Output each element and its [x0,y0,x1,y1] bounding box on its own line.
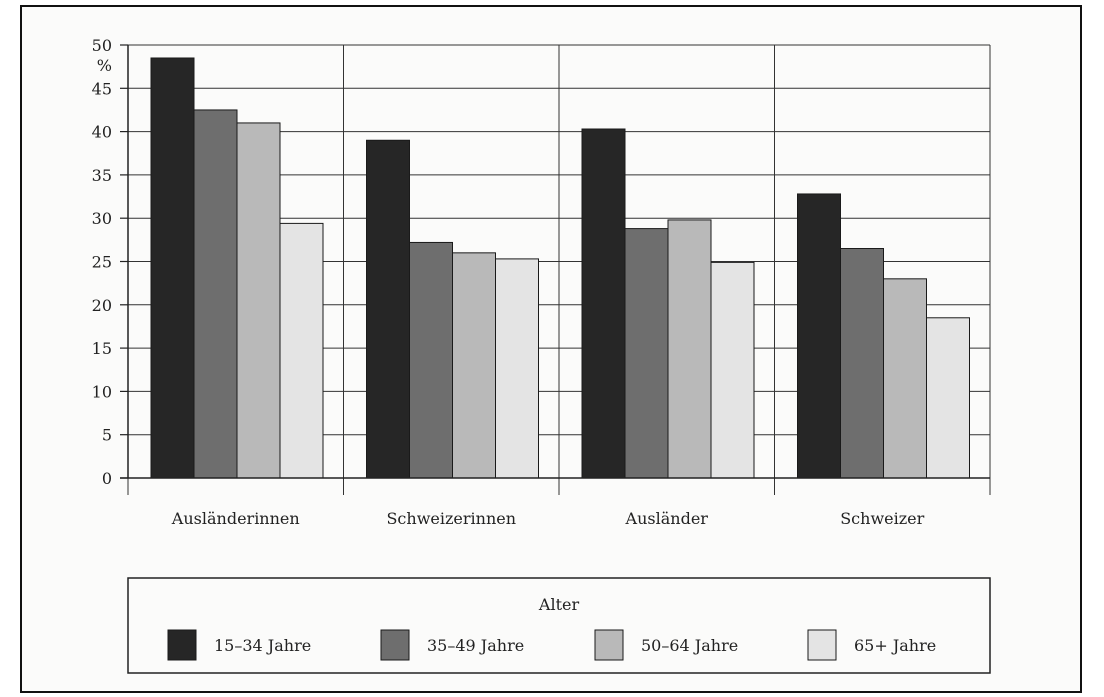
bar [883,278,927,479]
y-unit-label: % [97,56,112,75]
legend-swatch [594,629,624,661]
bar [279,222,324,479]
legend-swatch [380,629,410,661]
y-tick-labels: 0 5 10 15 20 25 30 35 40 45 50 [92,36,112,488]
bar [236,122,281,479]
bar [495,258,539,479]
bar [926,317,970,479]
y-tick-label: 50 [92,36,112,55]
legend-swatch [807,629,837,661]
bar [193,109,238,479]
bar [667,219,712,479]
bar [366,139,410,479]
bar [624,228,669,479]
legend-label: 15–34 Jahre [214,636,311,655]
legend-item: 35–49 Jahre [380,629,524,661]
legend-items: 15–34 Jahre 35–49 Jahre 50–64 Jahre 65+ Jah… [167,629,936,661]
y-tick-label: 25 [92,253,112,272]
legend-box [127,577,991,674]
bar [710,261,755,479]
legend-label: 35–49 Jahre [427,636,524,655]
legend-title: Alter [538,595,580,614]
bar [797,193,841,479]
y-tick-label: 0 [102,469,112,488]
y-tick-label: 30 [92,209,112,228]
bar [452,252,496,479]
bar [150,57,195,479]
category-label: Ausländer [625,509,709,528]
bar [581,128,626,479]
legend: Alter 15–34 Jahre 35–49 Jahre 50–64 Jahre 6… [127,577,991,674]
category-label: Schweizer [840,509,924,528]
bar [409,241,453,479]
y-tick-label: 40 [92,123,112,142]
y-tick-label: 45 [92,79,112,98]
legend-item: 65+ Jahre [807,629,936,661]
legend-swatch [167,629,197,661]
bar [840,248,884,479]
category-label: Ausländerinnen [171,509,300,528]
bars [150,57,970,479]
y-tick-label: 5 [102,426,112,445]
category-labels: Ausländerinnen Schweizerinnen Ausländer Sch… [171,509,925,528]
category-label: Schweizerinnen [386,509,516,528]
legend-label: 50–64 Jahre [641,636,738,655]
legend-item: 15–34 Jahre [167,629,311,661]
legend-item: 50–64 Jahre [594,629,738,661]
y-tick-label: 20 [92,296,112,315]
legend-label: 65+ Jahre [854,636,936,655]
axes [120,45,990,479]
y-tick-label: 35 [92,166,112,185]
y-tick-label: 10 [92,382,112,401]
y-tick-label: 15 [92,339,112,358]
